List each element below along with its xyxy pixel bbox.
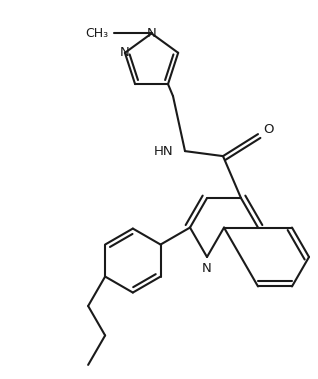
Text: N: N <box>120 46 130 59</box>
Text: N: N <box>202 263 212 276</box>
Text: O: O <box>263 123 273 136</box>
Text: CH₃: CH₃ <box>86 27 108 40</box>
Text: N: N <box>147 27 156 40</box>
Text: HN: HN <box>153 145 173 158</box>
